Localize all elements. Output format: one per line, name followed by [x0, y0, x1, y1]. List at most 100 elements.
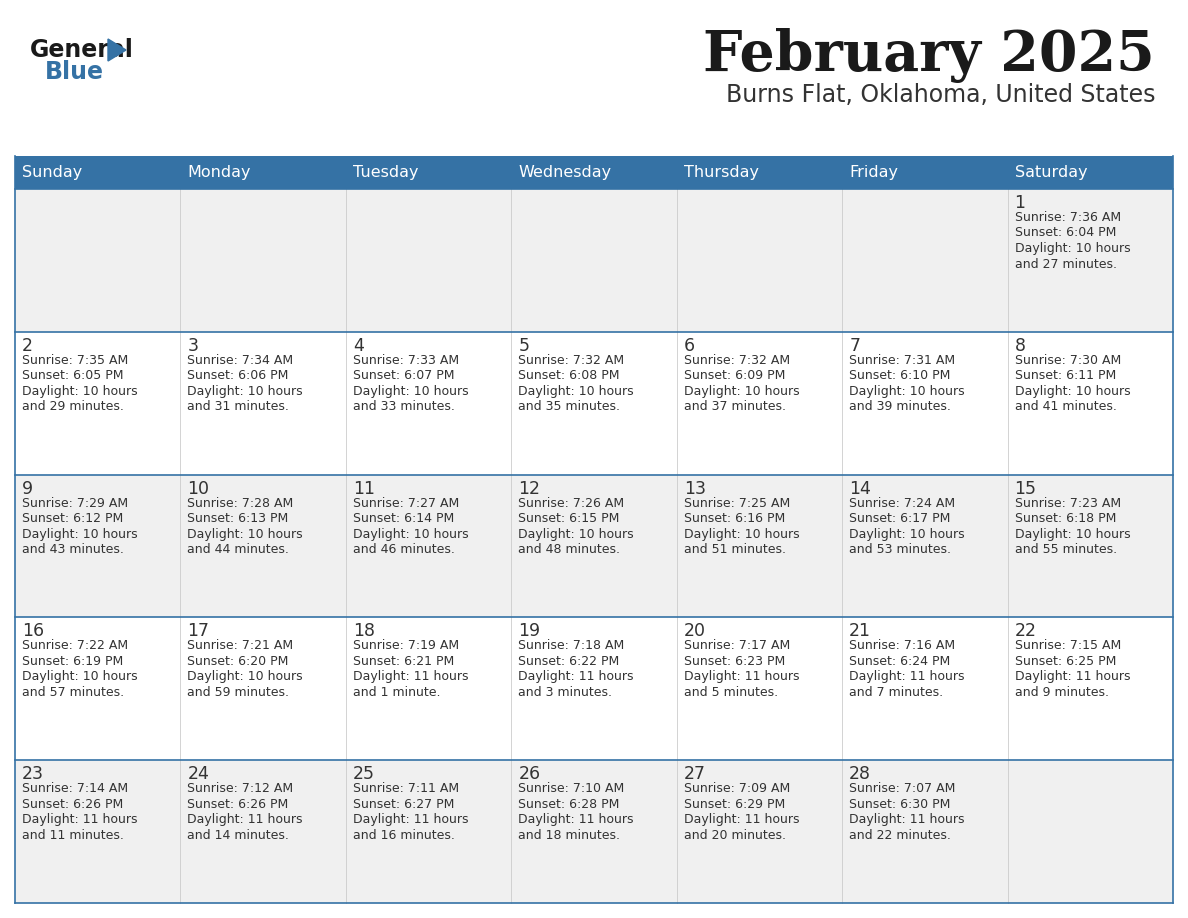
- Text: Sunset: 6:25 PM: Sunset: 6:25 PM: [1015, 655, 1116, 668]
- Text: Sunrise: 7:24 AM: Sunrise: 7:24 AM: [849, 497, 955, 509]
- Text: Daylight: 10 hours: Daylight: 10 hours: [518, 528, 634, 541]
- Text: Sunset: 6:20 PM: Sunset: 6:20 PM: [188, 655, 289, 668]
- Text: Daylight: 10 hours: Daylight: 10 hours: [1015, 242, 1130, 255]
- Text: Sunrise: 7:36 AM: Sunrise: 7:36 AM: [1015, 211, 1120, 224]
- Text: Daylight: 11 hours: Daylight: 11 hours: [353, 670, 468, 683]
- Text: Daylight: 10 hours: Daylight: 10 hours: [1015, 385, 1130, 397]
- Text: Daylight: 10 hours: Daylight: 10 hours: [23, 385, 138, 397]
- Text: Daylight: 11 hours: Daylight: 11 hours: [849, 813, 965, 826]
- Text: Sunset: 6:17 PM: Sunset: 6:17 PM: [849, 512, 950, 525]
- Text: Sunset: 6:14 PM: Sunset: 6:14 PM: [353, 512, 454, 525]
- Text: Daylight: 11 hours: Daylight: 11 hours: [188, 813, 303, 826]
- Text: Friday: Friday: [849, 165, 898, 180]
- Text: Sunrise: 7:30 AM: Sunrise: 7:30 AM: [1015, 353, 1120, 367]
- Text: Sunset: 6:28 PM: Sunset: 6:28 PM: [518, 798, 620, 811]
- Text: Sunrise: 7:32 AM: Sunrise: 7:32 AM: [518, 353, 625, 367]
- Text: Sunrise: 7:29 AM: Sunrise: 7:29 AM: [23, 497, 128, 509]
- Text: 3: 3: [188, 337, 198, 354]
- Text: 9: 9: [23, 479, 33, 498]
- Text: Sunrise: 7:35 AM: Sunrise: 7:35 AM: [23, 353, 128, 367]
- Text: 4: 4: [353, 337, 364, 354]
- Text: Sunrise: 7:31 AM: Sunrise: 7:31 AM: [849, 353, 955, 367]
- Text: February 2025: February 2025: [703, 28, 1155, 83]
- Text: Daylight: 10 hours: Daylight: 10 hours: [188, 528, 303, 541]
- Text: Daylight: 10 hours: Daylight: 10 hours: [353, 528, 468, 541]
- Text: Sunset: 6:19 PM: Sunset: 6:19 PM: [23, 655, 124, 668]
- Polygon shape: [108, 39, 126, 61]
- Text: Sunset: 6:29 PM: Sunset: 6:29 PM: [684, 798, 785, 811]
- Text: Daylight: 11 hours: Daylight: 11 hours: [684, 670, 800, 683]
- Text: 7: 7: [849, 337, 860, 354]
- Text: and 53 minutes.: and 53 minutes.: [849, 543, 952, 556]
- Text: Daylight: 10 hours: Daylight: 10 hours: [188, 670, 303, 683]
- Text: Daylight: 11 hours: Daylight: 11 hours: [849, 670, 965, 683]
- Text: and 7 minutes.: and 7 minutes.: [849, 686, 943, 699]
- Text: Sunrise: 7:28 AM: Sunrise: 7:28 AM: [188, 497, 293, 509]
- Text: and 27 minutes.: and 27 minutes.: [1015, 258, 1117, 271]
- Text: and 57 minutes.: and 57 minutes.: [23, 686, 124, 699]
- Text: 23: 23: [23, 766, 44, 783]
- Text: Sunrise: 7:11 AM: Sunrise: 7:11 AM: [353, 782, 459, 795]
- Text: Sunrise: 7:15 AM: Sunrise: 7:15 AM: [1015, 640, 1120, 653]
- Text: 15: 15: [1015, 479, 1037, 498]
- Text: Sunrise: 7:32 AM: Sunrise: 7:32 AM: [684, 353, 790, 367]
- Text: and 16 minutes.: and 16 minutes.: [353, 829, 455, 842]
- Text: Wednesday: Wednesday: [518, 165, 612, 180]
- Text: 5: 5: [518, 337, 530, 354]
- Text: Daylight: 10 hours: Daylight: 10 hours: [23, 528, 138, 541]
- Text: Daylight: 10 hours: Daylight: 10 hours: [1015, 528, 1130, 541]
- Text: Sunset: 6:05 PM: Sunset: 6:05 PM: [23, 369, 124, 382]
- Bar: [15, 475, 1173, 618]
- Text: Saturday: Saturday: [1015, 165, 1087, 180]
- Text: 19: 19: [518, 622, 541, 641]
- Text: and 22 minutes.: and 22 minutes.: [849, 829, 952, 842]
- Text: Daylight: 11 hours: Daylight: 11 hours: [518, 813, 633, 826]
- Text: Sunrise: 7:26 AM: Sunrise: 7:26 AM: [518, 497, 625, 509]
- Text: Sunset: 6:18 PM: Sunset: 6:18 PM: [1015, 512, 1116, 525]
- Text: Sunrise: 7:22 AM: Sunrise: 7:22 AM: [23, 640, 128, 653]
- Text: 10: 10: [188, 479, 209, 498]
- Text: Sunrise: 7:25 AM: Sunrise: 7:25 AM: [684, 497, 790, 509]
- Text: 22: 22: [1015, 622, 1037, 641]
- Text: and 46 minutes.: and 46 minutes.: [353, 543, 455, 556]
- Text: and 11 minutes.: and 11 minutes.: [23, 829, 124, 842]
- Text: 8: 8: [1015, 337, 1025, 354]
- Text: Sunset: 6:08 PM: Sunset: 6:08 PM: [518, 369, 620, 382]
- Text: Sunset: 6:11 PM: Sunset: 6:11 PM: [1015, 369, 1116, 382]
- Text: Sunrise: 7:21 AM: Sunrise: 7:21 AM: [188, 640, 293, 653]
- Text: Daylight: 11 hours: Daylight: 11 hours: [684, 813, 800, 826]
- Text: 28: 28: [849, 766, 871, 783]
- Text: Daylight: 11 hours: Daylight: 11 hours: [518, 670, 633, 683]
- Bar: [15, 760, 1173, 903]
- Text: Sunrise: 7:17 AM: Sunrise: 7:17 AM: [684, 640, 790, 653]
- Text: Sunrise: 7:14 AM: Sunrise: 7:14 AM: [23, 782, 128, 795]
- Text: Sunrise: 7:12 AM: Sunrise: 7:12 AM: [188, 782, 293, 795]
- Bar: [15, 331, 1173, 475]
- Text: Sunrise: 7:19 AM: Sunrise: 7:19 AM: [353, 640, 459, 653]
- Text: and 5 minutes.: and 5 minutes.: [684, 686, 778, 699]
- Text: 12: 12: [518, 479, 541, 498]
- Text: Daylight: 10 hours: Daylight: 10 hours: [849, 385, 965, 397]
- Text: and 39 minutes.: and 39 minutes.: [849, 400, 952, 413]
- Bar: [15, 156, 1173, 189]
- Text: Sunset: 6:04 PM: Sunset: 6:04 PM: [1015, 227, 1116, 240]
- Text: and 33 minutes.: and 33 minutes.: [353, 400, 455, 413]
- Text: Daylight: 10 hours: Daylight: 10 hours: [684, 528, 800, 541]
- Text: Sunrise: 7:27 AM: Sunrise: 7:27 AM: [353, 497, 459, 509]
- Text: Sunset: 6:27 PM: Sunset: 6:27 PM: [353, 798, 454, 811]
- Text: 11: 11: [353, 479, 375, 498]
- Text: 24: 24: [188, 766, 209, 783]
- Text: 20: 20: [684, 622, 706, 641]
- Text: Monday: Monday: [188, 165, 251, 180]
- Text: Sunset: 6:26 PM: Sunset: 6:26 PM: [23, 798, 124, 811]
- Text: and 59 minutes.: and 59 minutes.: [188, 686, 290, 699]
- Text: Daylight: 10 hours: Daylight: 10 hours: [353, 385, 468, 397]
- Text: 14: 14: [849, 479, 871, 498]
- Text: and 55 minutes.: and 55 minutes.: [1015, 543, 1117, 556]
- Text: 16: 16: [23, 622, 44, 641]
- Text: 26: 26: [518, 766, 541, 783]
- Text: Daylight: 10 hours: Daylight: 10 hours: [23, 670, 138, 683]
- Text: Sunset: 6:22 PM: Sunset: 6:22 PM: [518, 655, 619, 668]
- Text: Tuesday: Tuesday: [353, 165, 418, 180]
- Text: 6: 6: [684, 337, 695, 354]
